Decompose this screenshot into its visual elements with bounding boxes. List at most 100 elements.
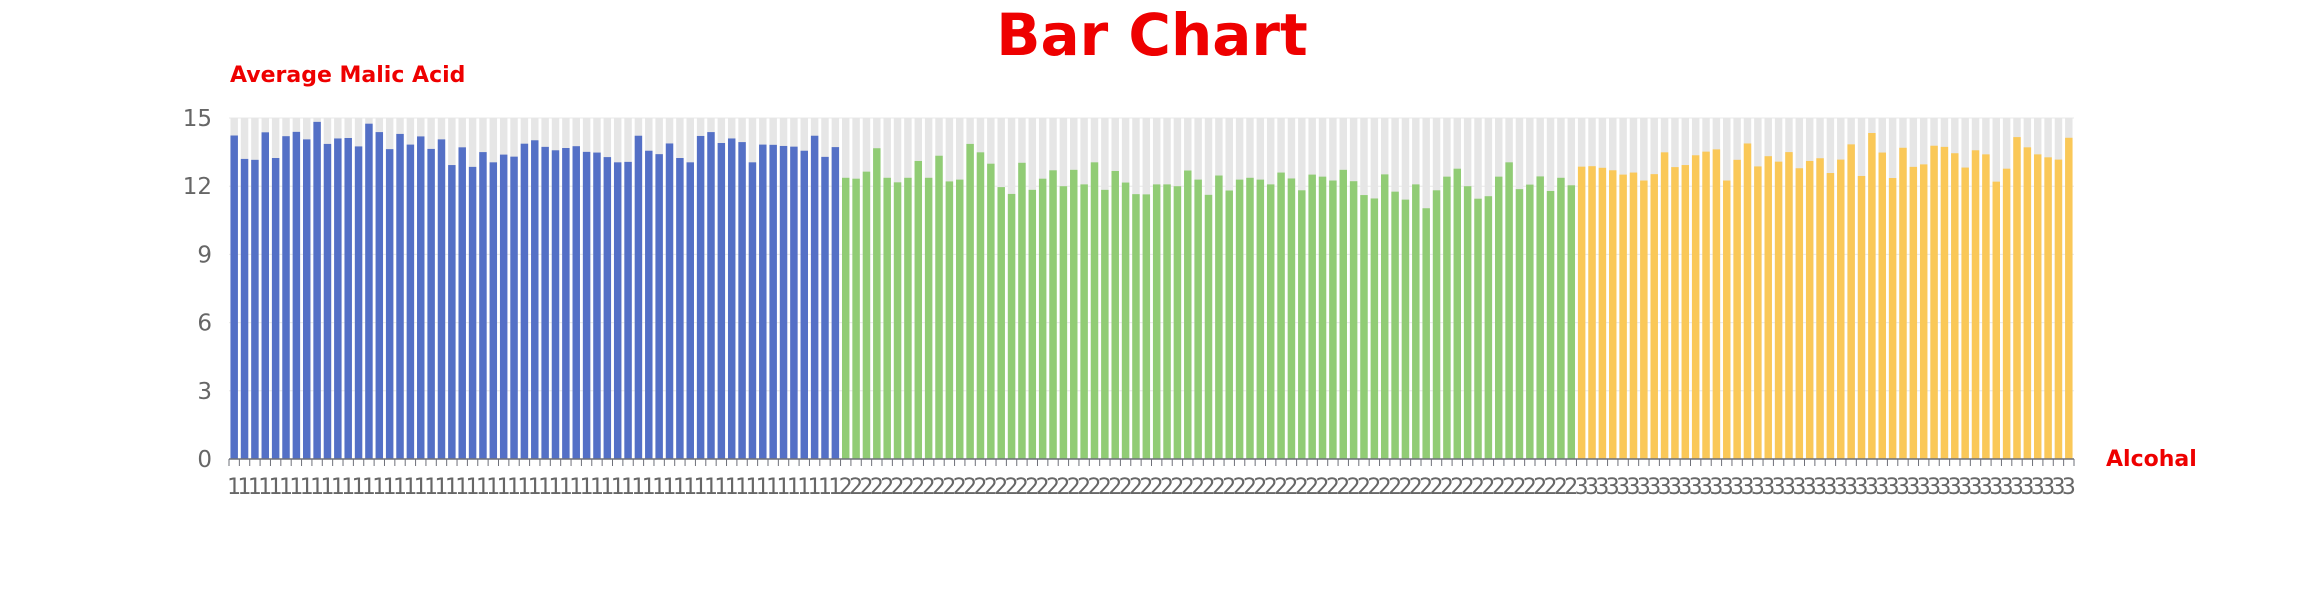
- bar: [1650, 174, 1658, 459]
- bar: [582, 151, 591, 459]
- x-tick-label: 2: [1181, 475, 1195, 500]
- bar: [1619, 174, 1627, 459]
- bar: [520, 143, 529, 459]
- x-tick-label: 3: [1927, 475, 1941, 500]
- bar: [717, 143, 726, 460]
- x-axis-label: Alcohal: [2106, 447, 2197, 472]
- bar: [406, 144, 415, 459]
- bar: [282, 136, 290, 460]
- bar: [738, 142, 746, 459]
- bar: [1235, 179, 1244, 459]
- bar: [1463, 186, 1472, 459]
- x-tick-label: 1: [704, 475, 718, 500]
- bar: [510, 156, 518, 459]
- bar: [1951, 153, 1959, 459]
- bar: [323, 143, 332, 459]
- x-tick-label: 1: [714, 475, 728, 500]
- x-tick-label: 3: [2051, 475, 2065, 500]
- x-tick-label: 3: [1668, 475, 1682, 500]
- bar: [862, 171, 871, 459]
- bar: [562, 148, 570, 459]
- x-tick-label: 2: [870, 475, 884, 500]
- x-tick-label: 1: [289, 475, 303, 500]
- bar: [1743, 143, 1752, 459]
- bar: [458, 147, 466, 460]
- x-tick-label: 3: [1875, 475, 1889, 500]
- bar: [1691, 155, 1700, 460]
- x-tick-label: 3: [1740, 475, 1754, 500]
- bar: [1857, 175, 1866, 459]
- x-tick-label: 2: [1388, 475, 1402, 500]
- bar: [1484, 196, 1493, 459]
- x-tick-label: 2: [1129, 475, 1143, 500]
- x-tick-label: 3: [2062, 475, 2076, 500]
- bar: [1049, 170, 1057, 459]
- bar: [1266, 184, 1275, 459]
- x-tick-label: 3: [1720, 475, 1734, 500]
- bar: [800, 150, 808, 459]
- bar: [1225, 190, 1233, 459]
- bar: [1805, 160, 1814, 459]
- x-tick-label: 3: [1772, 475, 1786, 500]
- x-tick-label: 1: [621, 475, 635, 500]
- x-tick-label: 2: [1243, 475, 1257, 500]
- x-tick-label: 2: [1087, 475, 1101, 500]
- bar: [1640, 180, 1648, 459]
- x-tick-label: 3: [1844, 475, 1858, 500]
- x-tick-label: 2: [1056, 475, 1070, 500]
- x-tick-label: 1: [331, 475, 345, 500]
- bar: [1878, 152, 1886, 459]
- bar: [655, 154, 663, 459]
- bar: [2033, 154, 2042, 459]
- x-tick-label: 1: [258, 475, 272, 500]
- bar: [1961, 167, 1969, 460]
- x-axis: [228, 458, 2075, 466]
- x-tick-label: 1: [787, 475, 801, 500]
- x-tick-label: 3: [2020, 475, 2034, 500]
- bar: [499, 154, 508, 460]
- x-tick-label: 2: [994, 475, 1008, 500]
- bar: [1982, 154, 1990, 459]
- y-tick-label: 9: [197, 242, 212, 268]
- x-tick-label: 3: [1792, 475, 1806, 500]
- x-tick-label: 3: [1989, 475, 2003, 500]
- x-tick-label: 2: [1284, 475, 1298, 500]
- bar: [1194, 179, 1202, 459]
- x-tick-label: 2: [1533, 475, 1547, 500]
- bar: [1329, 180, 1337, 459]
- x-tick-label: 3: [1647, 475, 1661, 500]
- y-tick-label: 6: [197, 311, 212, 337]
- x-tick-label: 1: [269, 475, 283, 500]
- bar: [2023, 147, 2032, 460]
- bar: [945, 181, 954, 459]
- bar: [1246, 177, 1254, 459]
- bar: [810, 135, 819, 459]
- x-tick-label: 2: [942, 475, 956, 500]
- x-tick-label: 3: [1979, 475, 1993, 500]
- y-axis-label: Average Malic Acid: [230, 63, 465, 88]
- bar: [1816, 158, 1824, 459]
- bar: [1515, 189, 1524, 459]
- bar: [479, 152, 487, 459]
- x-tick-label: 3: [1730, 475, 1744, 500]
- bar: [261, 132, 270, 459]
- bar: [531, 140, 539, 459]
- bar: [1930, 145, 1938, 459]
- bar: [987, 163, 995, 459]
- x-tick-label: 3: [1917, 475, 1931, 500]
- x-tick-label: 3: [2010, 475, 2024, 500]
- bar: [1349, 181, 1358, 459]
- x-tick-label: 2: [1005, 475, 1019, 500]
- x-tick-label: 2: [1139, 475, 1153, 500]
- bar: [1007, 193, 1016, 460]
- x-tick-label: 2: [911, 475, 925, 500]
- bar: [1101, 189, 1109, 459]
- bar: [1764, 156, 1772, 459]
- x-tick-label: 2: [1098, 475, 1112, 500]
- bar: [303, 139, 311, 460]
- x-tick-label: 1: [652, 475, 666, 500]
- bar: [1754, 166, 1762, 459]
- x-tick-label: 2: [1025, 475, 1039, 500]
- x-tick-label: 1: [310, 475, 324, 500]
- x-tick-label: 2: [1544, 475, 1558, 500]
